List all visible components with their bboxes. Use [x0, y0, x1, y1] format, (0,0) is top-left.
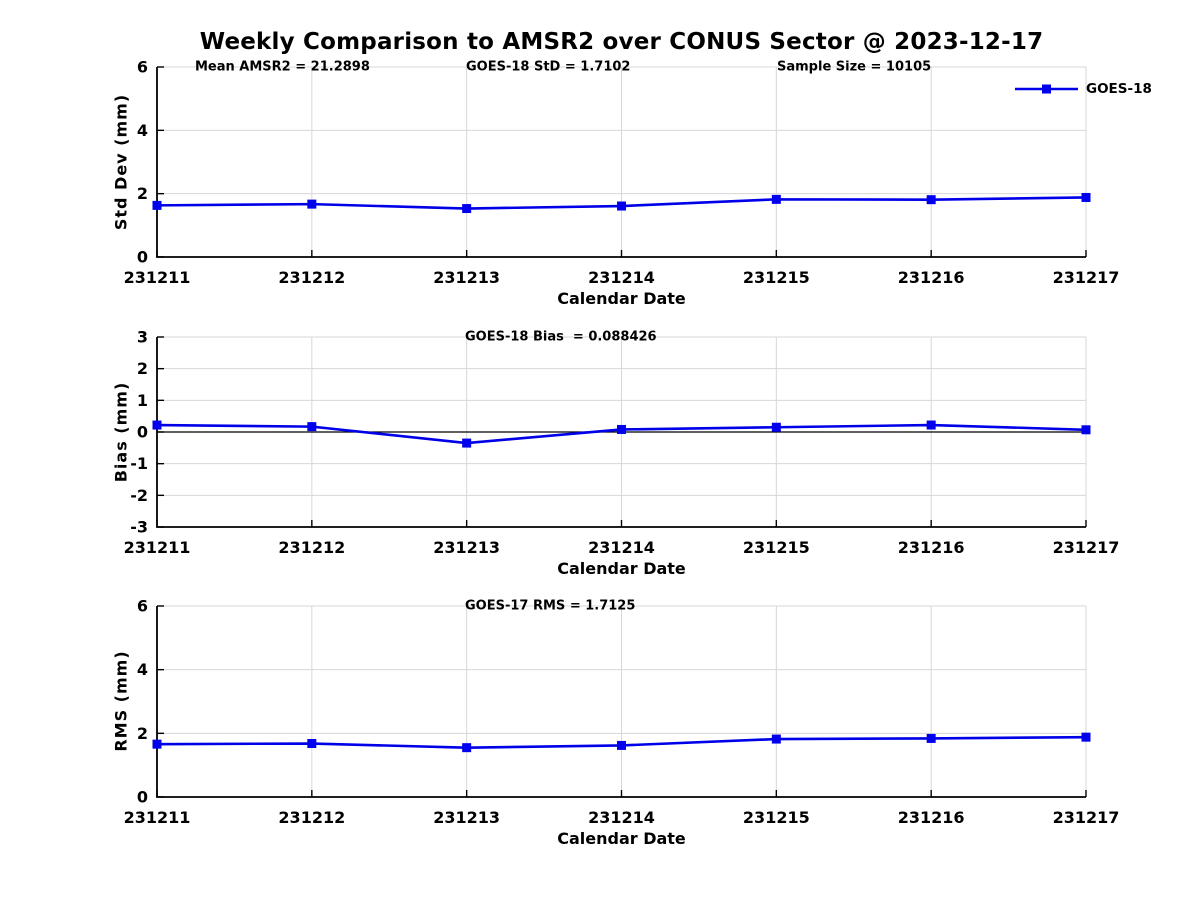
y-tick-label: 4 — [137, 121, 148, 140]
stddev-y-axis-label: Std Dev (mm) — [111, 93, 131, 231]
y-tick-label: 2 — [137, 184, 148, 203]
y-tick-label: 2 — [137, 359, 148, 378]
x-tick-label: 231211 — [124, 268, 191, 287]
legend-line-marker-icon — [1015, 84, 1078, 93]
data-point-marker — [462, 438, 472, 448]
bias-x-axis-label: Calendar Date — [557, 559, 686, 578]
annotation-goes18-std: GOES-18 StD = 1.7102 — [466, 59, 631, 75]
annotation-goes18-bias: GOES-18 Bias = 0.088426 — [465, 329, 657, 345]
data-point-marker — [307, 739, 317, 749]
data-point-marker — [462, 743, 472, 753]
y-tick-label: 1 — [137, 391, 148, 410]
legend: GOES-18 — [1015, 80, 1152, 97]
rms-y-axis-label: RMS (mm) — [111, 650, 131, 752]
x-tick-label: 231211 — [124, 538, 191, 557]
data-point-marker — [617, 201, 626, 211]
y-tick-label: -2 — [130, 486, 148, 505]
x-tick-label: 231212 — [278, 808, 345, 827]
y-tick-label: 0 — [137, 248, 148, 267]
x-tick-label: 231215 — [743, 538, 810, 557]
data-point-marker — [771, 734, 781, 744]
y-tick-label: 3 — [137, 328, 148, 347]
data-point-marker — [307, 422, 317, 432]
panel-std-dev: 0 2 4 6 231211 231212 231213 231214 231215 231216… — [124, 58, 1120, 288]
x-tick-label: 231215 — [743, 268, 810, 287]
data-point-marker — [152, 739, 162, 749]
y-tick-label: 6 — [137, 597, 148, 616]
y-tick-label: 0 — [137, 788, 148, 807]
y-tick-label: 2 — [137, 724, 148, 743]
data-point-marker — [152, 200, 162, 210]
x-tick-label: 231213 — [433, 808, 500, 827]
annotation-goes17-rms: GOES-17 RMS = 1.7125 — [465, 598, 636, 614]
y-tick-label: 6 — [137, 58, 148, 77]
data-point-marker — [1081, 192, 1091, 202]
x-tick-label: 231214 — [588, 808, 655, 827]
y-tick-label: 4 — [137, 660, 148, 679]
data-point-marker — [771, 194, 781, 204]
data-point-marker — [1081, 425, 1091, 435]
data-point-marker — [926, 733, 936, 743]
data-point-marker — [617, 424, 626, 434]
y-tick-label: -1 — [130, 454, 148, 473]
data-point-marker — [771, 422, 781, 432]
x-tick-label: 231213 — [433, 538, 500, 557]
x-tick-label: 231212 — [278, 538, 345, 557]
annotation-mean-amsr2: Mean AMSR2 = 21.2898 — [195, 59, 370, 75]
annotation-sample-size: Sample Size = 10105 — [777, 59, 932, 75]
panel-bias: -3 -2 -1 0 1 2 3 231211 231212 231213 231214 231215… — [124, 328, 1120, 558]
legend-series-label: GOES-18 — [1086, 80, 1152, 97]
y-tick-label: -3 — [130, 518, 148, 537]
stddev-x-axis-label: Calendar Date — [557, 289, 686, 308]
rms-x-axis-label: Calendar Date — [557, 829, 686, 848]
data-point-marker — [926, 420, 936, 430]
panel-rms: 0 2 4 6 231211 231212 231213 231214 231215 231216… — [124, 597, 1120, 828]
x-tick-label: 231217 — [1053, 268, 1120, 287]
x-tick-label: 231217 — [1053, 538, 1120, 557]
data-point-marker — [926, 195, 936, 205]
x-tick-label: 231216 — [898, 808, 965, 827]
x-tick-label: 231214 — [588, 538, 655, 557]
y-tick-label: 0 — [137, 423, 148, 442]
x-tick-label: 231214 — [588, 268, 655, 287]
x-tick-label: 231211 — [124, 808, 191, 827]
x-tick-label: 231217 — [1053, 808, 1120, 827]
x-tick-label: 231215 — [743, 808, 810, 827]
data-point-marker — [462, 204, 472, 214]
x-tick-label: 231213 — [433, 268, 500, 287]
data-point-marker — [307, 199, 317, 209]
bias-y-axis-label: Bias (mm) — [111, 381, 131, 483]
x-tick-label: 231216 — [898, 538, 965, 557]
data-point-marker — [617, 740, 626, 750]
data-point-marker — [1081, 732, 1091, 742]
x-tick-label: 231216 — [898, 268, 965, 287]
x-tick-label: 231212 — [278, 268, 345, 287]
figure-title: Weekly Comparison to AMSR2 over CONUS Se… — [199, 29, 1044, 55]
data-point-marker — [152, 420, 162, 430]
